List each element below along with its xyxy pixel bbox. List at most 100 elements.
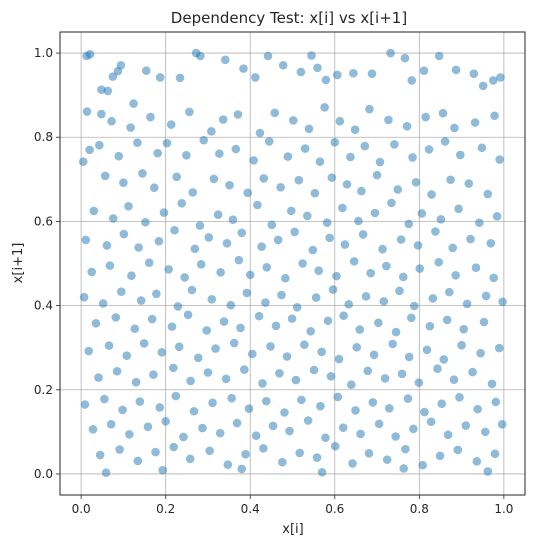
data-point — [249, 156, 258, 165]
data-point — [158, 465, 168, 475]
data-point — [141, 66, 151, 76]
data-point — [253, 200, 262, 210]
data-point — [146, 112, 155, 122]
data-point — [365, 104, 374, 114]
data-point — [434, 257, 444, 267]
data-point — [387, 198, 396, 208]
data-point — [450, 123, 459, 133]
data-point — [297, 395, 306, 405]
data-point — [461, 421, 471, 430]
data-point — [356, 429, 365, 439]
data-point — [419, 66, 429, 76]
data-point — [426, 417, 436, 427]
data-point — [185, 454, 195, 464]
data-point — [115, 445, 124, 454]
data-point — [112, 366, 122, 376]
data-point — [95, 450, 105, 460]
data-point — [138, 169, 147, 178]
data-point — [406, 313, 416, 323]
data-point — [251, 431, 261, 440]
data-point — [418, 460, 428, 470]
data-point — [266, 342, 275, 351]
data-point — [267, 220, 277, 230]
data-point — [177, 199, 187, 208]
data-point — [276, 183, 285, 192]
data-point — [259, 174, 269, 183]
data-point — [127, 271, 136, 281]
data-point — [236, 323, 245, 333]
data-point — [491, 397, 501, 407]
data-point — [314, 266, 324, 275]
data-point — [85, 50, 95, 59]
data-point — [393, 185, 403, 194]
data-point — [300, 144, 310, 153]
y-tick-label: 0.2 — [34, 383, 53, 397]
data-point — [104, 341, 114, 350]
data-point — [479, 317, 489, 327]
data-point — [483, 189, 493, 199]
data-point — [473, 404, 482, 414]
data-point — [155, 73, 165, 82]
data-point — [360, 141, 370, 151]
x-tick-label: 0.8 — [410, 502, 429, 516]
data-point — [193, 353, 203, 363]
data-point — [273, 235, 283, 245]
data-point — [312, 453, 322, 462]
data-point — [462, 299, 472, 309]
data-point — [411, 177, 421, 187]
data-point — [143, 422, 153, 432]
data-point — [374, 419, 384, 429]
data-point — [237, 228, 247, 238]
data-point — [378, 244, 387, 254]
data-point — [133, 138, 142, 147]
data-point — [486, 238, 496, 248]
x-axis-ticks: 0.0 0.2 0.4 0.6 0.8 1.0 — [72, 495, 513, 516]
data-point — [409, 301, 419, 311]
data-point — [207, 127, 216, 136]
data-point — [80, 400, 90, 409]
data-point — [171, 391, 181, 401]
y-tick-label: 0.0 — [34, 467, 53, 481]
data-points — [78, 48, 507, 477]
data-point — [326, 372, 336, 381]
data-point — [316, 401, 325, 411]
data-point — [456, 150, 465, 160]
data-point — [187, 285, 197, 295]
data-point — [424, 145, 434, 154]
data-point — [84, 346, 94, 356]
data-point — [431, 227, 440, 236]
data-point — [199, 135, 209, 145]
data-point — [166, 120, 176, 129]
data-point — [106, 419, 116, 429]
data-point — [464, 179, 474, 188]
data-point — [228, 215, 238, 225]
data-point — [116, 287, 126, 297]
data-point — [261, 298, 270, 307]
data-point — [339, 311, 348, 320]
data-point — [209, 174, 219, 184]
data-point — [103, 86, 113, 96]
data-point — [498, 297, 507, 307]
y-tick-label: 1.0 — [34, 46, 53, 60]
data-point — [190, 244, 200, 254]
data-point — [283, 152, 293, 161]
data-point — [303, 416, 313, 425]
data-point — [490, 449, 500, 459]
data-point — [351, 406, 360, 415]
data-point — [470, 118, 480, 127]
data-point — [321, 75, 331, 85]
data-point — [338, 423, 348, 432]
data-point — [295, 448, 304, 458]
data-point — [349, 68, 358, 78]
data-point — [291, 375, 301, 385]
data-point — [97, 109, 106, 119]
data-point — [105, 261, 115, 270]
data-point — [480, 427, 490, 437]
data-point — [323, 316, 333, 326]
data-point — [79, 292, 89, 302]
data-point — [317, 347, 326, 357]
data-point — [290, 227, 299, 237]
data-point — [322, 218, 332, 227]
data-point — [397, 369, 407, 379]
data-point — [144, 258, 154, 267]
